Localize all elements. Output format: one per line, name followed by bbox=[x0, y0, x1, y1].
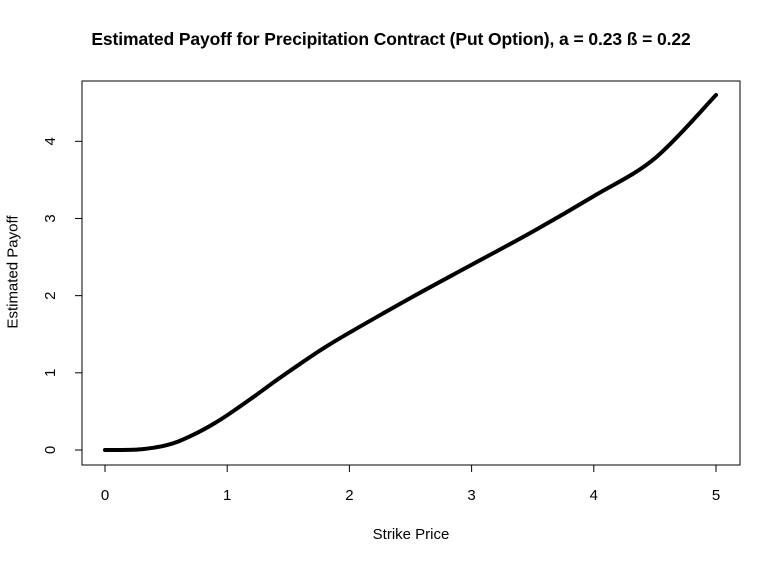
x-axis-label: Strike Price bbox=[372, 526, 450, 543]
y-axis-label: Estimated Payoff bbox=[4, 215, 22, 329]
series-line-0 bbox=[103, 93, 718, 453]
x-tick-label: 5 bbox=[712, 487, 720, 504]
chart-title: Estimated Payoff for Precipitation Contr… bbox=[91, 29, 691, 49]
x-tick-label: 0 bbox=[101, 487, 109, 504]
x-tick-label: 1 bbox=[223, 487, 231, 504]
x-tick-label: 2 bbox=[345, 487, 353, 504]
y-tick-label: 1 bbox=[42, 369, 59, 377]
series-layer bbox=[103, 93, 718, 453]
x-tick-label: 4 bbox=[590, 487, 598, 504]
y-tick-label: 2 bbox=[42, 291, 59, 299]
plot-frame bbox=[81, 80, 741, 466]
x-tick-label: 3 bbox=[467, 487, 475, 504]
y-axis: 0 1 2 3 4 bbox=[42, 137, 83, 454]
y-tick-label: 0 bbox=[42, 446, 59, 454]
x-axis: 0 1 2 3 4 5 bbox=[101, 464, 720, 504]
y-tick-label: 4 bbox=[42, 137, 59, 145]
y-tick-label: 3 bbox=[42, 214, 59, 222]
